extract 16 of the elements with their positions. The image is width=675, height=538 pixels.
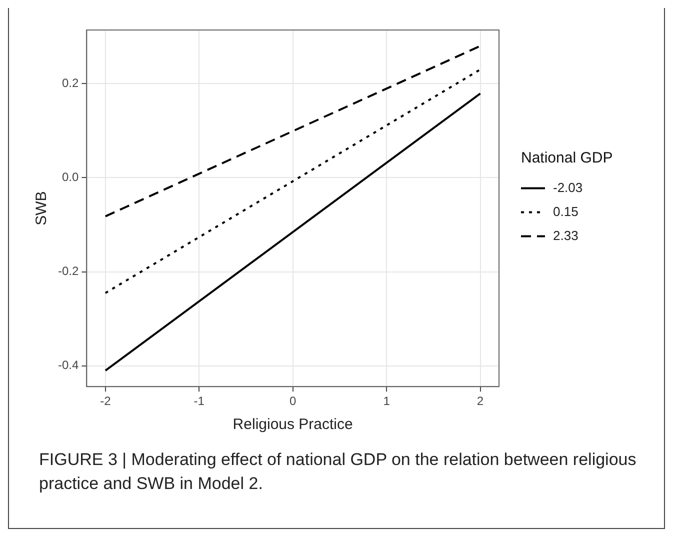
x-tick-label: 2 xyxy=(476,394,484,408)
x-tick-label: 1 xyxy=(383,394,390,408)
legend-label: -2.03 xyxy=(553,180,583,195)
y-tick-label: -0.4 xyxy=(58,358,79,372)
caption: FIGURE 3 | Moderating effect of national GDP on the relation between religious practice and SWB in Model 2. xyxy=(39,449,638,495)
x-tick-label: 0 xyxy=(289,394,296,408)
legend-title: National GDP xyxy=(521,149,613,166)
y-tick-label: 0.2 xyxy=(62,76,79,90)
x-tick-label: -2 xyxy=(100,394,112,408)
y-axis-title: SWB xyxy=(33,191,50,226)
legend-label: 2.33 xyxy=(553,228,578,243)
y-tick-label: 0.0 xyxy=(62,170,79,184)
legend-label: 0.15 xyxy=(553,204,578,219)
y-tick-label: -0.2 xyxy=(58,264,79,278)
x-tick-label: -1 xyxy=(194,394,205,408)
x-axis-title: Religious Practice xyxy=(232,416,353,434)
